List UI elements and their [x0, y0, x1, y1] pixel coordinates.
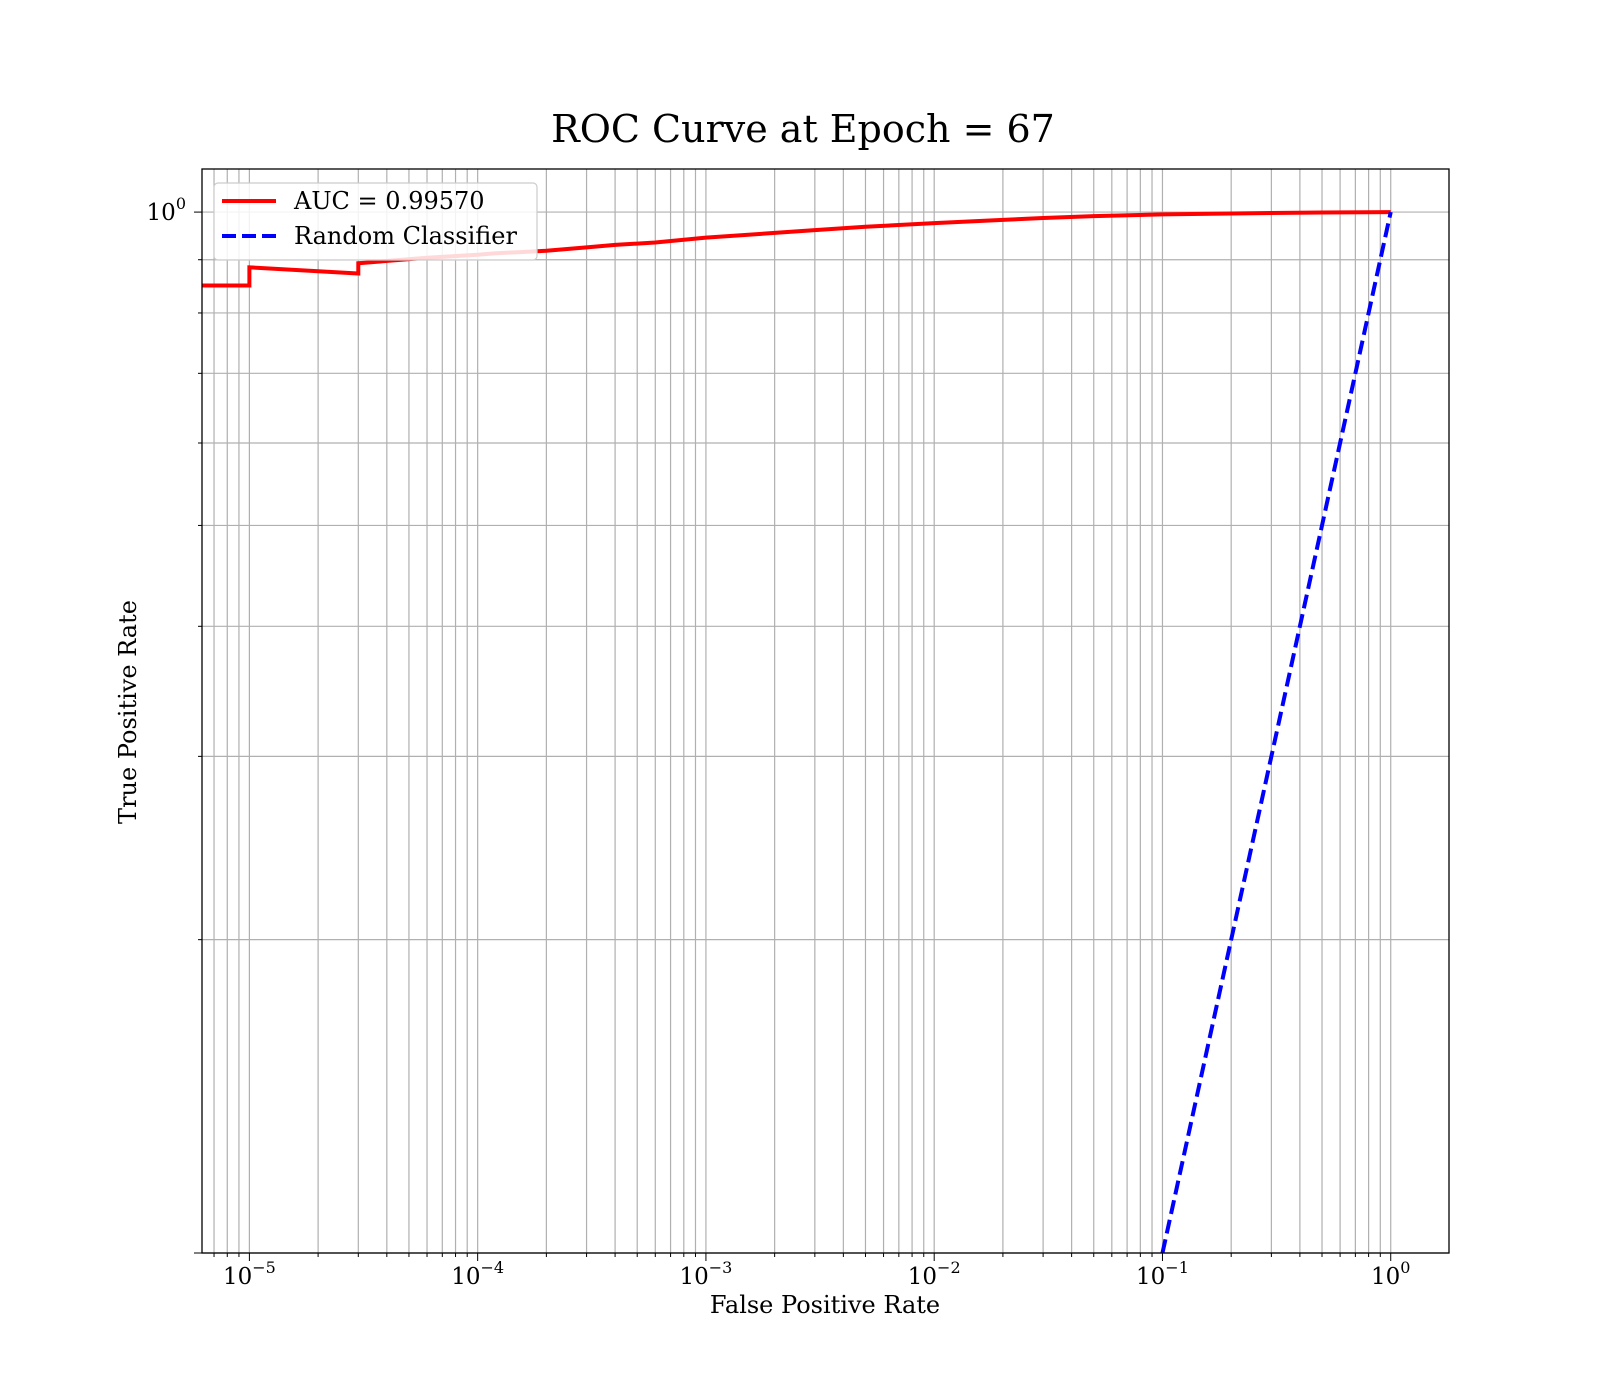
series-layer	[202, 210, 1393, 1253]
x-tick-label: 10−3	[679, 1258, 732, 1290]
legend: AUC = 0.99570 Random Classifier	[213, 182, 538, 261]
roc-curve-line	[202, 210, 1391, 288]
legend-label-random: Random Classifier	[294, 222, 517, 250]
x-tick-label: 10−2	[908, 1258, 961, 1290]
x-axis-label: False Positive Rate	[710, 1291, 940, 1319]
x-tick-label: 10−5	[223, 1258, 276, 1290]
y-tick-label: 100	[147, 194, 186, 226]
x-axis: 10−5 10−4 10−3 10−2 10−1 100	[213, 1253, 1410, 1290]
x-tick-label: 100	[1371, 1258, 1410, 1290]
x-tick-label: 10−4	[451, 1258, 504, 1290]
legend-label-auc: AUC = 0.99570	[293, 187, 485, 215]
random-classifier-line	[1160, 211, 1393, 1253]
plot-frame	[201, 168, 1450, 1254]
legend-box	[213, 182, 538, 261]
chart-title: ROC Curve at Epoch = 67	[551, 107, 1055, 151]
y-axis-label: True Positive Rate	[114, 600, 142, 824]
y-axis: 100	[147, 194, 202, 1254]
grid	[202, 169, 1449, 1254]
x-tick-label: 10−1	[1136, 1258, 1189, 1290]
